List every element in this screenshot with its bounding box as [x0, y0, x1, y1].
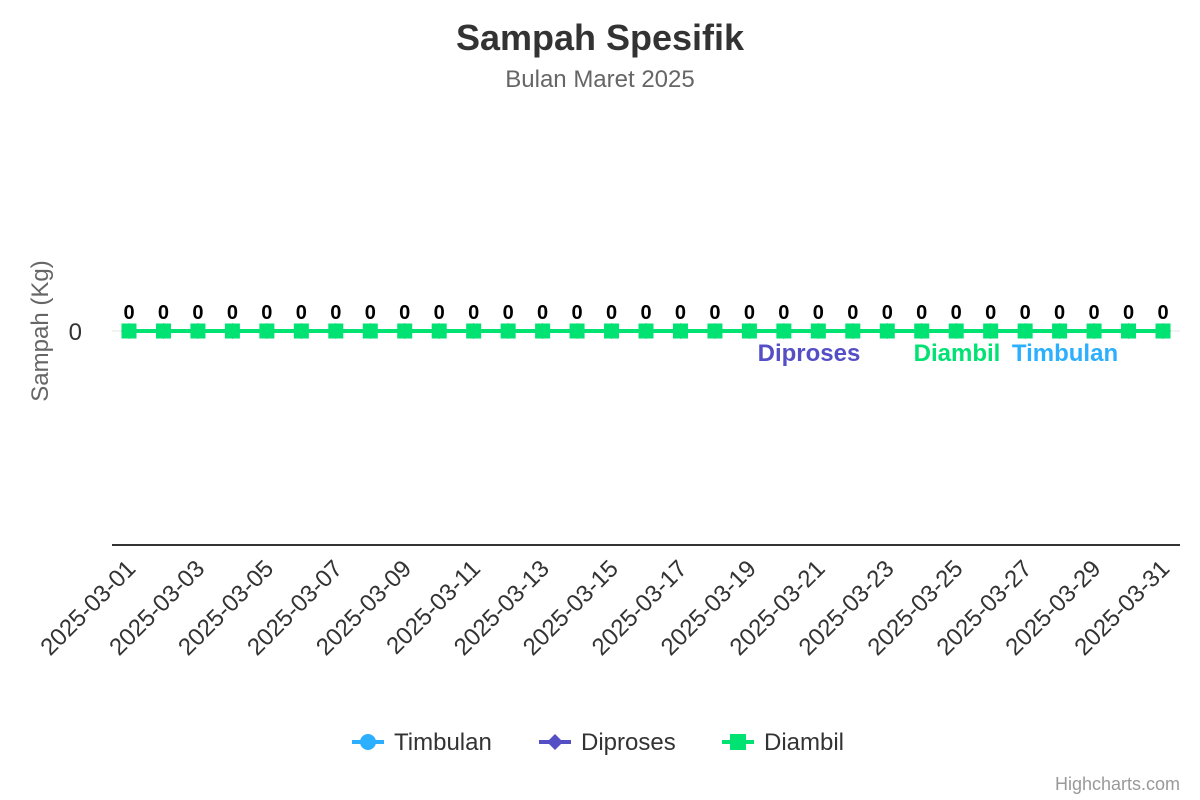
data-label: 0 [330, 302, 341, 324]
data-point-diambil[interactable] [190, 323, 206, 339]
data-point-diambil[interactable] [810, 323, 826, 339]
data-point-diambil[interactable] [741, 323, 757, 339]
data-label: 0 [572, 302, 583, 324]
legend-symbol-circle [360, 734, 376, 750]
data-label: 0 [261, 302, 272, 324]
series-end-labels: Timbulan Diproses Diambil [758, 340, 1118, 367]
data-point-diambil[interactable] [879, 323, 895, 339]
data-point-diambil[interactable] [293, 323, 309, 339]
chart-subtitle: Bulan Maret 2025 [505, 66, 694, 93]
data-point-diambil[interactable] [259, 323, 275, 339]
legend: Timbulan Diproses Diambil [352, 729, 844, 756]
data-label: 0 [606, 302, 617, 324]
data-label: 0 [847, 302, 858, 324]
data-label: 0 [709, 302, 720, 324]
x-axis-ticks: 2025-03-012025-03-032025-03-052025-03-07… [35, 555, 1175, 661]
data-label: 0 [123, 302, 134, 324]
legend-label[interactable]: Diambil [764, 729, 844, 756]
data-point-diambil[interactable] [155, 323, 171, 339]
data-label: 0 [434, 302, 445, 324]
data-label: 0 [640, 302, 651, 324]
data-label: 0 [468, 302, 479, 324]
chart-title: Sampah Spesifik [456, 17, 745, 58]
y-axis-ticks: 0 [69, 319, 82, 346]
series-diambil [121, 323, 1171, 339]
data-point-diambil[interactable] [500, 323, 516, 339]
y-tick-label: 0 [69, 319, 82, 346]
legend-label[interactable]: Timbulan [394, 729, 492, 756]
data-point-diambil[interactable] [1052, 323, 1068, 339]
data-point-diambil[interactable] [983, 323, 999, 339]
data-point-diambil[interactable] [672, 323, 688, 339]
legend-item-diambil[interactable]: Diambil [722, 729, 844, 756]
data-point-diambil[interactable] [776, 323, 792, 339]
data-label: 0 [778, 302, 789, 324]
data-point-diambil[interactable] [328, 323, 344, 339]
data-label: 0 [1157, 302, 1168, 324]
data-point-diambil[interactable] [948, 323, 964, 339]
series-end-label-diambil: Diambil [914, 340, 1001, 367]
data-point-diambil[interactable] [431, 323, 447, 339]
data-label: 0 [503, 302, 514, 324]
legend-label[interactable]: Diproses [581, 729, 676, 756]
data-point-diambil[interactable] [535, 323, 551, 339]
data-label: 0 [675, 302, 686, 324]
credits-link[interactable]: Highcharts.com [1055, 774, 1180, 794]
data-labels: 0 0 0 0 0 0 0 0 0 0 0 0 0 0 0 0 0 0 0 0 0 0 0 0 0 0 0 0 0 0 0 [123, 302, 1168, 324]
data-label: 0 [296, 302, 307, 324]
data-point-diambil[interactable] [1017, 323, 1033, 339]
data-label: 0 [158, 302, 169, 324]
data-point-diambil[interactable] [224, 323, 240, 339]
data-point-diambil[interactable] [362, 323, 378, 339]
data-label: 0 [1123, 302, 1134, 324]
series-group [121, 323, 1171, 339]
data-point-diambil[interactable] [466, 323, 482, 339]
legend-item-timbulan[interactable]: Timbulan [352, 729, 492, 756]
data-point-diambil[interactable] [845, 323, 861, 339]
data-label: 0 [916, 302, 927, 324]
legend-symbol-square [730, 734, 746, 750]
series-end-label-timbulan: Timbulan [1012, 340, 1118, 367]
data-point-diambil[interactable] [569, 323, 585, 339]
data-point-diambil[interactable] [638, 323, 654, 339]
data-label: 0 [192, 302, 203, 324]
data-point-diambil[interactable] [604, 323, 620, 339]
legend-item-diproses[interactable]: Diproses [539, 729, 676, 756]
data-point-diambil[interactable] [707, 323, 723, 339]
data-label: 0 [1020, 302, 1031, 324]
data-point-diambil[interactable] [397, 323, 413, 339]
data-label: 0 [744, 302, 755, 324]
data-label: 0 [1054, 302, 1065, 324]
data-point-diambil[interactable] [1155, 323, 1171, 339]
data-label: 0 [365, 302, 376, 324]
data-label: 0 [882, 302, 893, 324]
data-label: 0 [399, 302, 410, 324]
data-point-diambil[interactable] [1086, 323, 1102, 339]
data-label: 0 [537, 302, 548, 324]
data-point-diambil[interactable] [121, 323, 137, 339]
data-point-diambil[interactable] [1121, 323, 1137, 339]
data-label: 0 [1089, 302, 1100, 324]
data-label: 0 [951, 302, 962, 324]
data-label: 0 [227, 302, 238, 324]
legend-symbol-diamond [547, 734, 563, 750]
y-axis-title: Sampah (Kg) [27, 260, 54, 401]
series-end-label-diproses: Diproses [758, 340, 861, 367]
data-label: 0 [985, 302, 996, 324]
data-point-diambil[interactable] [914, 323, 930, 339]
data-label: 0 [813, 302, 824, 324]
